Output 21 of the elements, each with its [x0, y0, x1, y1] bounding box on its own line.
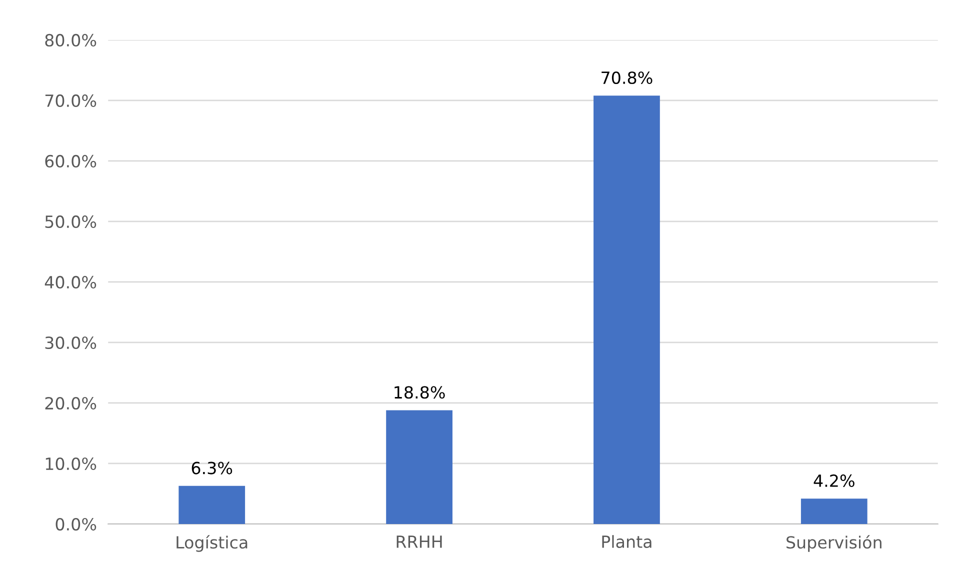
x-tick-label: Supervisión: [786, 535, 882, 552]
data-label: 18.8%: [394, 386, 445, 399]
y-tick-label: 70.0%: [45, 94, 96, 108]
data-label: 70.8%: [602, 71, 652, 84]
x-tick-label: Planta: [602, 535, 652, 548]
y-tick-label: 60.0%: [45, 154, 96, 168]
y-tick-label: 80.0%: [45, 34, 96, 47]
bar: [594, 96, 660, 524]
bar: [386, 410, 452, 524]
y-tick-label: 50.0%: [45, 215, 96, 228]
bar: [178, 486, 246, 524]
y-tick-label: 0.0%: [56, 518, 96, 531]
bar: [800, 498, 868, 524]
data-label: 6.3%: [192, 462, 232, 474]
y-tick-label: 40.0%: [44, 276, 96, 289]
data-label: 4.2%: [814, 474, 854, 488]
y-tick-label: 20.0%: [45, 396, 96, 410]
x-tick-label: RRHH: [396, 536, 442, 548]
y-tick-label: 30.0%: [45, 336, 96, 350]
y-tick-label: 10.0%: [46, 457, 96, 470]
x-tick-label: Logística: [176, 535, 248, 552]
